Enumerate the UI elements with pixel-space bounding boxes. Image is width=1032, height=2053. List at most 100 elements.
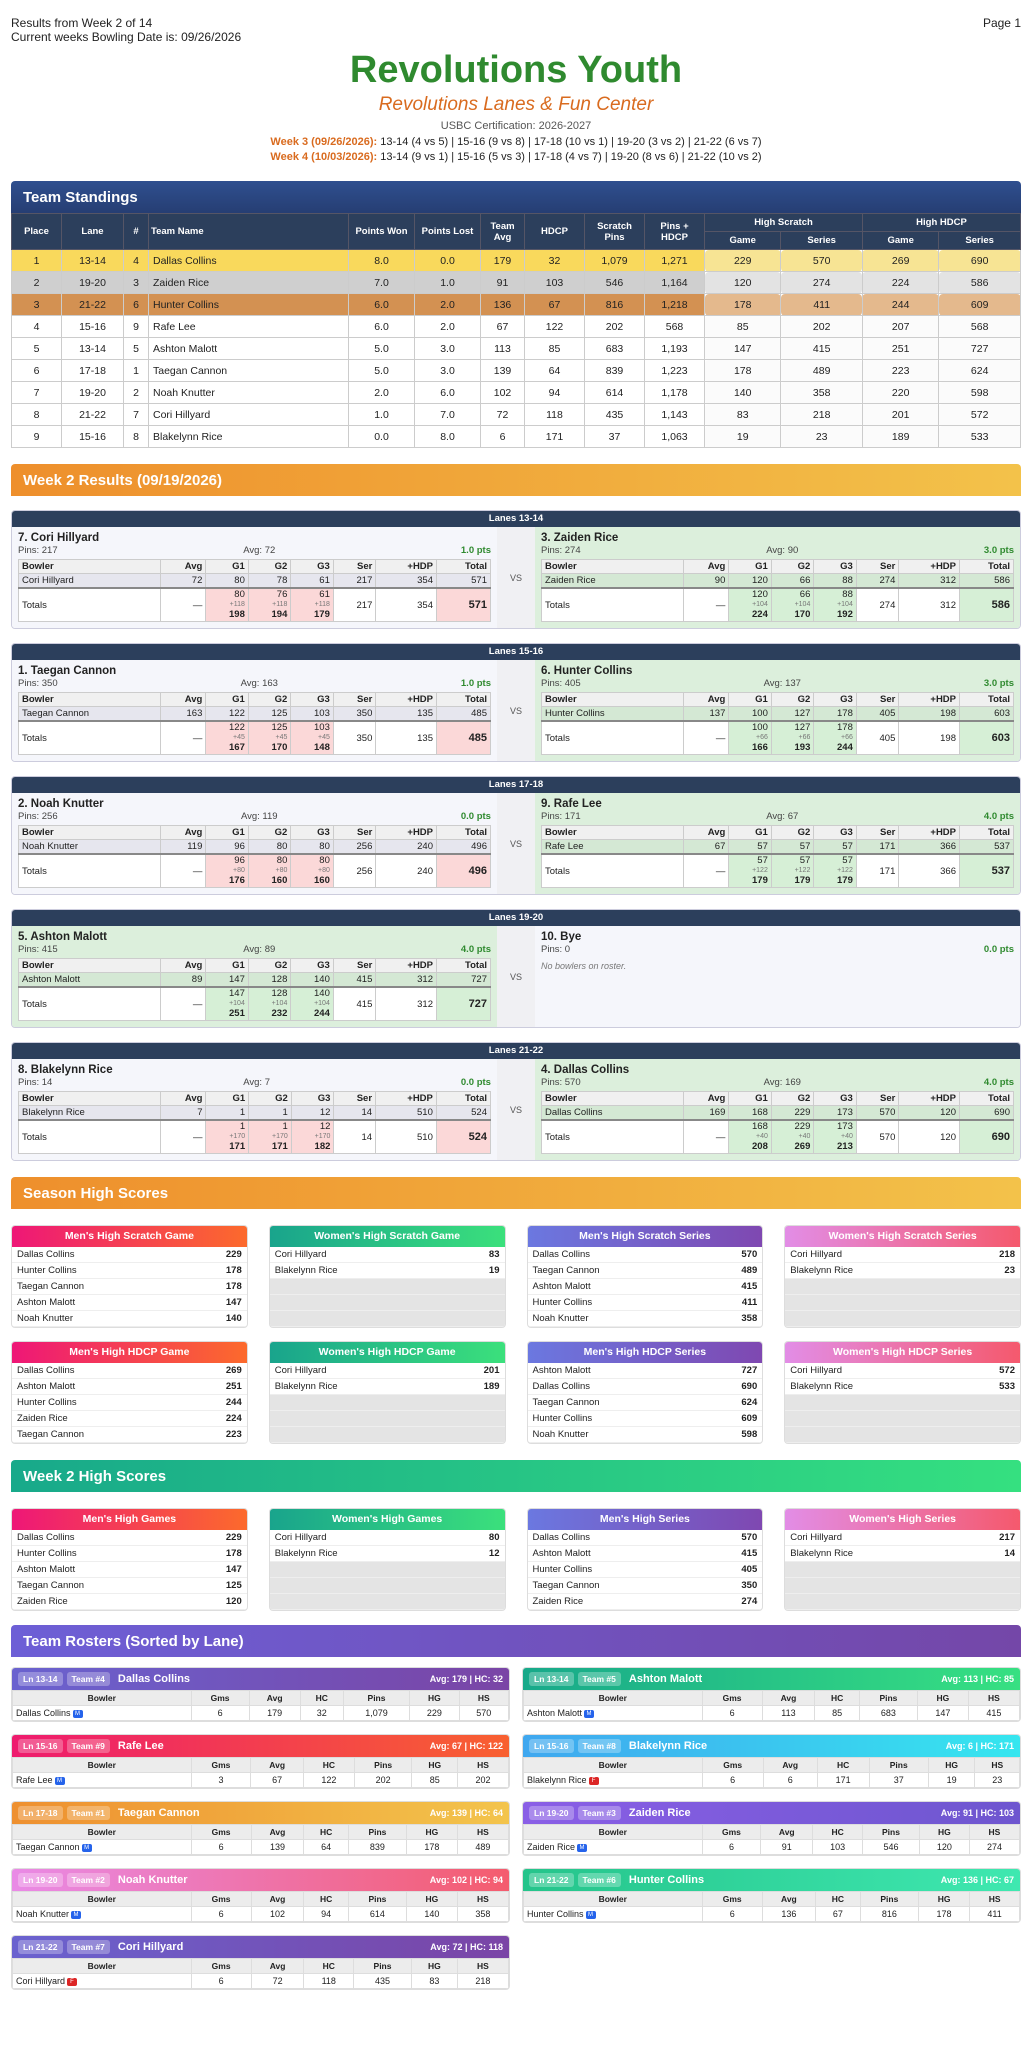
standings-cell: Blakelynn Rice	[148, 425, 349, 448]
bowler-cell: 312	[898, 573, 960, 589]
totals-label: Totals	[541, 720, 684, 755]
game-with-hdcp: 160	[314, 875, 330, 886]
roster-cell: 489	[456, 1839, 509, 1855]
high-score-title: Men's High HDCP Series	[527, 1342, 763, 1363]
standings-cell: 6	[11, 359, 62, 382]
bowler-name: Hunter Collins	[17, 1397, 77, 1408]
team-points: 1.0 pts	[460, 545, 491, 556]
roster-col-header: Bowler	[12, 1824, 192, 1840]
roster-team-name: Hunter Collins	[628, 1874, 705, 1886]
game-handicap: +66	[798, 734, 811, 741]
week4-pairs: 13-14 (9 vs 1) | 15-16 (5 vs 3) | 17-18 …	[377, 151, 762, 163]
high-score-row	[269, 1411, 505, 1427]
roster-col-header: Gms	[701, 1757, 764, 1773]
game-scratch: 80	[319, 855, 330, 866]
team-pins: Pins: 415	[18, 944, 58, 955]
standings-cell: 7.0	[414, 403, 481, 426]
high-score-title: Men's High Scratch Game	[12, 1226, 247, 1247]
totals-label: Totals	[18, 986, 161, 1021]
roster-col-header: HS	[456, 1824, 509, 1840]
roster-cell: 32	[299, 1705, 344, 1721]
standings-cell: 609	[938, 293, 1021, 316]
bowler-name: Cori Hillyard	[274, 1532, 327, 1543]
standings-col-header: #	[123, 213, 149, 250]
matchup-row: 5. Ashton Malott Pins: 415 Avg: 89 4.0 pts B…	[12, 926, 1020, 1027]
standings-cell: 2	[123, 381, 149, 404]
standings-cell: 13-14	[61, 249, 124, 272]
game-scratch: 147	[229, 988, 245, 999]
roster-cell: 178	[917, 1906, 971, 1922]
standings-cell: 179	[480, 249, 525, 272]
roster-col-header: Avg	[250, 1958, 305, 1974]
bowler-cell: 90	[682, 573, 730, 589]
standings-cell: 1,178	[644, 381, 705, 404]
team-panel: 3. Zaiden Rice Pins: 274 Avg: 90 3.0 pts Bow…	[535, 527, 1020, 628]
bowler-cell: 57	[770, 839, 815, 855]
standings-cell: 1,079	[584, 249, 645, 272]
bowler-cell: 510	[375, 1105, 437, 1121]
game-handicap: +118	[272, 601, 288, 608]
roster-cell: 614	[348, 1906, 407, 1922]
high-score-title: Women's High Scratch Series	[785, 1226, 1020, 1247]
bowler-cell: 80	[290, 839, 334, 855]
game-col-header: Total	[436, 692, 491, 707]
roster-cell: 358	[456, 1906, 509, 1922]
game-col-header: Total	[436, 825, 491, 840]
game-total-cell: 229 +40 269	[770, 1119, 815, 1154]
game-table: Bowler Avg G1 G2 G3 Ser +HDP Total Blakelynn Ric…	[18, 1091, 492, 1154]
bowler-cell: 690	[959, 1105, 1014, 1121]
high-score-row: Zaiden Rice 274	[527, 1594, 763, 1610]
roster-value: 839	[369, 1842, 385, 1852]
team-badge: Team #8	[577, 1739, 621, 1753]
bowler-cell: 366	[898, 839, 960, 855]
team-name: 5. Ashton Malott	[18, 931, 108, 943]
roster-col-header: Bowler	[12, 1958, 192, 1974]
roster-value: Blakelynn Rice	[527, 1775, 587, 1785]
score-value: 147	[225, 1297, 242, 1308]
standings-cell: 6	[480, 425, 525, 448]
game-table: Bowler Avg G1 G2 G3 Ser +HDP Total Zaiden Rice 90…	[541, 559, 1014, 622]
roster-cell: 6	[701, 1906, 763, 1922]
roster-header-row: Bowler Gms Avg HC Pins HG HS	[12, 1891, 509, 1907]
roster-col-header: HC	[812, 1824, 864, 1840]
roster-cell: Ashton Malott M	[523, 1705, 703, 1721]
roster-col-header: Pins	[353, 1958, 412, 1974]
game-total-cell: 80 +118 198	[205, 587, 249, 622]
standings-cell: Ashton Malott	[148, 337, 349, 360]
roster-col-header: Gms	[701, 1824, 762, 1840]
roster-value: 435	[374, 1976, 391, 1986]
totals-hdp: 312	[375, 986, 437, 1021]
standings-cell: 269	[861, 249, 940, 272]
male-icon: M	[54, 1776, 65, 1785]
standings-cell: 171	[524, 425, 585, 448]
game-scratch: 178	[837, 722, 853, 733]
standings-cell: 683	[584, 337, 645, 360]
game-table: Bowler Avg G1 G2 G3 Ser +HDP Total Dallas Collin…	[541, 1091, 1014, 1154]
game-col-header: G1	[728, 1091, 772, 1106]
roster-value: 6	[218, 1976, 224, 1986]
roster-team-avg: Avg: 67 | HC: 122	[429, 1741, 503, 1751]
lane-badge: Ln 15-16	[18, 1739, 63, 1753]
standings-cell: 32	[524, 249, 585, 272]
roster-col-header: Pins	[348, 1891, 407, 1907]
roster-cell: 37	[868, 1772, 929, 1788]
bowler-name: Blakelynn Rice	[274, 1381, 338, 1392]
game-total-cell: 128 +104 232	[247, 986, 292, 1021]
totals-total: 524	[435, 1119, 492, 1154]
roster-col-header: HC	[814, 1891, 861, 1907]
roster-cell: 6	[701, 1772, 764, 1788]
score-value: 147	[225, 1564, 242, 1575]
roster-cell: 229	[409, 1705, 460, 1721]
standings-cell: 7	[11, 381, 62, 404]
roster-cell: 120	[918, 1839, 970, 1855]
game-total-cell: 1 +170 171	[205, 1119, 250, 1154]
table-row: 8 21-22 7 Cori Hillyard 1.0 7.0 72 118 435 1,143 8…	[11, 403, 1021, 426]
bowler-cell: Hunter Collins	[541, 706, 684, 722]
game-with-hdcp: 193	[794, 742, 811, 753]
table-row: Rafe Lee M 3 67 122 202 85 202	[12, 1772, 509, 1788]
score-value: 415	[741, 1281, 758, 1292]
bowler-cell: 256	[332, 839, 377, 855]
team-panel: 1. Taegan Cannon Pins: 350 Avg: 163 1.0 pts…	[12, 660, 497, 761]
team-points: 1.0 pts	[460, 678, 491, 689]
high-score-row	[785, 1279, 1020, 1295]
